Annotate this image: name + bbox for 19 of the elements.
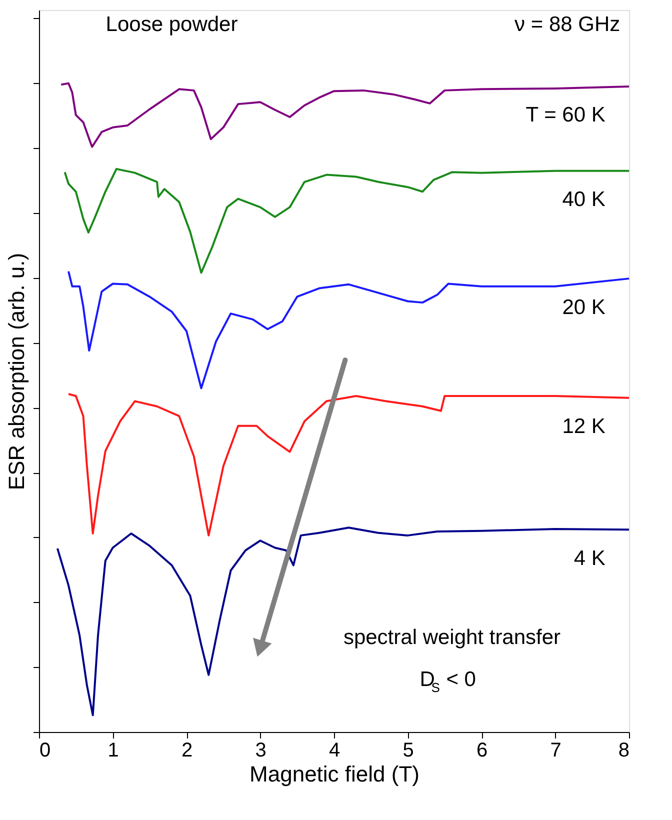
x-tick-label: 7: [550, 740, 562, 762]
x-tick-label: 5: [402, 740, 414, 762]
x-tick-label: 0: [40, 740, 51, 762]
text: Loose powder: [106, 13, 238, 36]
series-label: T = 60 K: [526, 104, 606, 127]
series-label: 40 K: [562, 188, 606, 212]
series-label: 4 K: [574, 546, 606, 570]
series-label: 12 K: [562, 415, 606, 438]
y-axis-title: ESR absorption (arb. u.): [4, 252, 29, 490]
x-tick-label: 8: [618, 740, 630, 762]
x-axis-title: Magnetic field (T): [250, 762, 420, 786]
series-label: 20 K: [562, 296, 606, 319]
x-tick-label: 6: [476, 740, 488, 762]
x-tick-label: 4: [328, 740, 340, 762]
annotation: spectral weight transfer: [343, 626, 561, 649]
x-tick-label: 3: [255, 740, 266, 762]
text: ν = 88 GHz: [514, 13, 620, 36]
x-tick-label: 2: [181, 740, 193, 762]
x-tick-label: 1: [108, 740, 119, 762]
